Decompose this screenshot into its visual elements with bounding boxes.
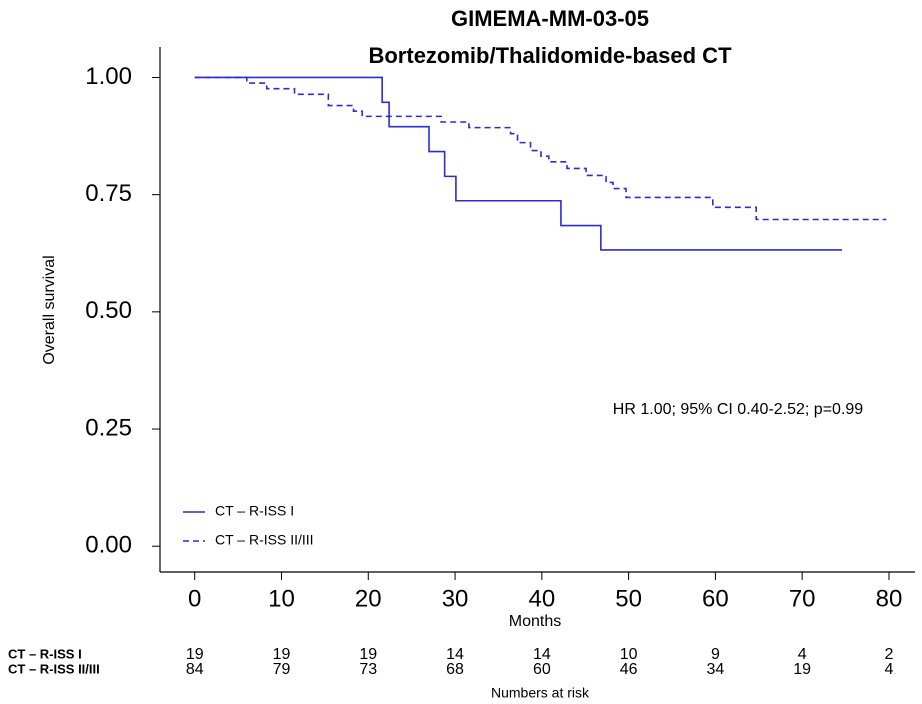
at-risk-value: 14: [533, 646, 551, 663]
x-tick-label: 0: [188, 585, 201, 612]
at-risk-value: 19: [186, 646, 204, 663]
chart-subtitle: Bortezomib/Thalidomide-based CT: [368, 43, 732, 68]
legend-label: CT – R-ISS II/III: [215, 532, 314, 548]
at-risk-value: 60: [533, 661, 551, 678]
at-risk-value: 34: [707, 661, 725, 678]
at-risk-value: 2: [885, 646, 894, 663]
annotation: HR 1.00; 95% CI 0.40-2.52; p=0.99: [613, 401, 863, 418]
survival-curve: [194, 76, 843, 251]
at-risk-value: 46: [620, 661, 638, 678]
y-axis-label: Overall survival: [41, 255, 58, 364]
at-risk-value: 14: [446, 646, 464, 663]
y-tick-label: 0.75: [85, 180, 132, 207]
legend-label: CT – R-ISS I: [215, 503, 294, 519]
at-risk-value: 10: [620, 646, 638, 663]
at-risk-value: 84: [186, 661, 204, 678]
x-tick-label: 80: [876, 585, 903, 612]
chart-title: GIMEMA-MM-03-05: [451, 6, 649, 31]
x-tick-label: 40: [528, 585, 555, 612]
at-risk-title: Numbers at risk: [491, 685, 590, 701]
at-risk-value: 68: [446, 661, 464, 678]
y-tick-label: 1.00: [85, 63, 132, 90]
at-risk-value: 19: [793, 661, 811, 678]
y-tick-label: 0.00: [85, 532, 132, 559]
survival-curve: [194, 76, 887, 221]
at-risk-value: 19: [359, 646, 377, 663]
at-risk-value: 4: [798, 646, 807, 663]
at-risk-value: 79: [273, 661, 291, 678]
at-risk-row-name: CT – R-ISS I: [8, 646, 82, 661]
x-tick-label: 20: [355, 585, 382, 612]
at-risk-row-name: CT – R-ISS II/III: [8, 661, 100, 676]
x-tick-label: 60: [702, 585, 729, 612]
x-axis-label: Months: [509, 613, 561, 630]
y-tick-label: 0.50: [85, 297, 132, 324]
x-tick-label: 70: [789, 585, 816, 612]
x-tick-label: 50: [615, 585, 642, 612]
at-risk-value: 9: [711, 646, 720, 663]
at-risk-value: 73: [359, 661, 377, 678]
y-tick-label: 0.25: [85, 414, 132, 441]
at-risk-value: 19: [273, 646, 291, 663]
x-tick-label: 30: [442, 585, 469, 612]
at-risk-value: 4: [885, 661, 894, 678]
x-tick-label: 10: [268, 585, 295, 612]
